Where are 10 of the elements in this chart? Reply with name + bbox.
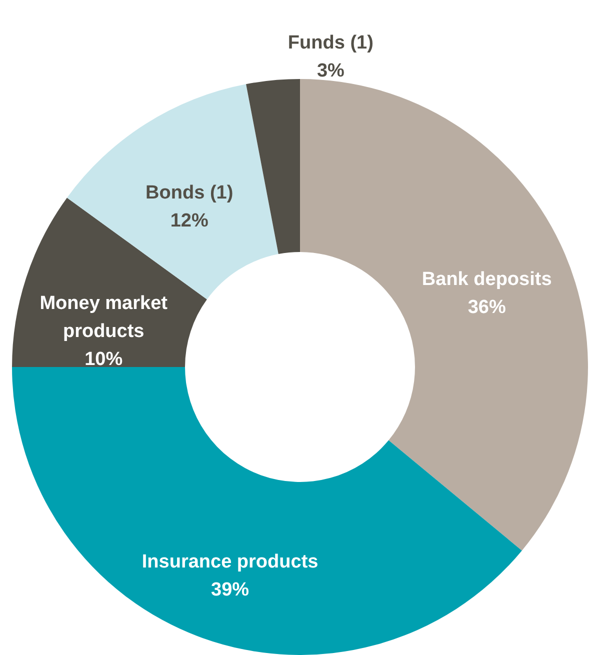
slice-label: Money market products <box>40 293 168 342</box>
slice-label: Insurance products <box>142 551 318 572</box>
slice-label: Bonds (1) <box>146 182 234 204</box>
data-label: 39% <box>211 579 250 600</box>
data-label: 36% <box>468 297 506 318</box>
slice-label: Funds (1) <box>288 32 374 54</box>
slice-label: Bank deposits <box>422 269 552 290</box>
data-label: 3% <box>316 60 345 82</box>
data-label: 10% <box>84 349 123 370</box>
data-label: 12% <box>170 210 208 232</box>
